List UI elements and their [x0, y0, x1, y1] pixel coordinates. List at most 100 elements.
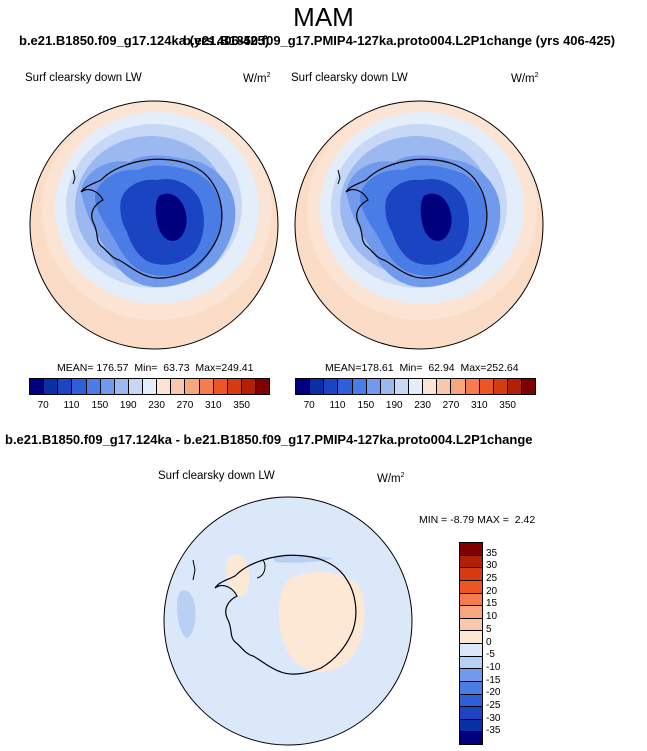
diff-colorbar-swatch	[460, 606, 482, 619]
diff-units-label: W/m2	[377, 472, 405, 485]
left-colorbar-swatch	[44, 379, 59, 394]
diff-colorbar-swatch	[460, 568, 482, 581]
right-colorbar-tick-label: 150	[357, 400, 375, 411]
right-colorbar-tick-label: 70	[303, 400, 315, 411]
right-colorbar-ticks: 70 110 150 190 230 270 310 350	[295, 400, 536, 414]
diff-colorbar-tick-label: -10	[486, 661, 501, 673]
diff-colorbar-tick-label: -15	[486, 674, 501, 686]
left-colorbar-tick-label: 270	[176, 400, 194, 411]
right-colorbar	[295, 378, 536, 395]
diff-colorbar-tick-label: 20	[486, 585, 498, 597]
right-colorbar-tick-label: 270	[442, 400, 460, 411]
diff-colorbar-swatch	[460, 669, 482, 682]
right-colorbar-tick-label: 110	[329, 400, 346, 411]
right-colorbar-swatch	[507, 379, 522, 394]
right-colorbar-swatch	[310, 379, 325, 394]
left-colorbar-swatch	[241, 379, 256, 394]
right-colorbar-swatch	[465, 379, 480, 394]
left-stats: MEAN= 176.57 Min= 63.73 Max=249.41	[57, 362, 254, 374]
left-variable-label: Surf clearsky down LW	[25, 72, 142, 84]
left-colorbar-swatch	[171, 379, 186, 394]
diff-colorbar-tick-label: 30	[486, 560, 498, 572]
right-colorbar-swatch	[437, 379, 452, 394]
page-title: MAM	[293, 2, 354, 32]
left-colorbar-swatch	[114, 379, 129, 394]
right-variable-label: Surf clearsky down LW	[291, 72, 408, 84]
right-colorbar-swatch	[522, 379, 536, 394]
diff-colorbar	[459, 542, 483, 745]
left-colorbar-swatch	[256, 379, 270, 394]
left-colorbar-tick-label: 70	[37, 400, 49, 411]
diff-colorbar-swatch	[460, 618, 482, 632]
left-colorbar-swatch	[100, 379, 115, 394]
left-colorbar-swatch	[58, 379, 73, 394]
right-colorbar-tick-label: 190	[385, 400, 403, 411]
left-units-label: W/m2	[243, 72, 271, 85]
diff-colorbar-swatch	[460, 644, 482, 657]
right-colorbar-swatch	[409, 379, 424, 394]
left-colorbar-tick-label: 350	[233, 400, 250, 411]
left-colorbar-swatch	[30, 379, 45, 394]
diff-colorbar-swatch	[460, 694, 482, 708]
diff-colorbar-swatch	[460, 580, 482, 594]
diff-colorbar-tick-label: 5	[486, 623, 492, 635]
right-colorbar-swatch	[366, 379, 381, 394]
left-colorbar-swatch	[128, 379, 143, 394]
diff-colorbar-swatch	[460, 707, 482, 720]
diff-colorbar-swatch	[460, 593, 482, 607]
diff-colorbar-swatch	[460, 732, 482, 744]
diff-colorbar-swatch	[460, 681, 482, 695]
right-colorbar-swatch	[423, 379, 438, 394]
diff-colorbar-tick-label: 35	[486, 547, 498, 559]
right-colorbar-swatch	[451, 379, 466, 394]
right-colorbar-swatch	[296, 379, 311, 394]
left-colorbar-swatch	[213, 379, 228, 394]
right-colorbar-swatch	[493, 379, 508, 394]
diff-colorbar-swatch	[460, 543, 482, 556]
right-stats: MEAN=178.61 Min= 62.94 Max=252.64	[325, 362, 519, 374]
left-colorbar-swatch	[227, 379, 242, 394]
left-colorbar-tick-label: 190	[119, 400, 137, 411]
left-polar-map	[29, 100, 279, 350]
diff-colorbar-tick-label: 0	[486, 636, 492, 648]
right-colorbar-tick-label: 350	[499, 400, 516, 411]
right-units-label: W/m2	[511, 72, 539, 85]
diff-colorbar-swatch	[460, 719, 482, 733]
diff-colorbar-ticks: 35 30 25 20 15 10 5 0 -5 -10 -15 -20 -25 -30 -35	[486, 542, 516, 745]
diff-colorbar-tick-label: 15	[486, 598, 498, 610]
diff-colorbar-tick-label: -25	[486, 699, 501, 711]
diff-colorbar-tick-label: -30	[486, 712, 501, 724]
right-colorbar-tick-label: 310	[470, 400, 488, 411]
left-colorbar-swatch	[86, 379, 101, 394]
right-polar-map	[294, 100, 544, 350]
left-colorbar-tick-label: 310	[204, 400, 222, 411]
left-colorbar-swatch	[199, 379, 214, 394]
right-colorbar-swatch	[479, 379, 494, 394]
diff-colorbar-tick-label: -20	[486, 687, 501, 699]
left-colorbar-tick-label: 110	[63, 400, 80, 411]
diff-colorbar-tick-label: -35	[486, 725, 501, 737]
right-colorbar-swatch	[338, 379, 353, 394]
right-colorbar-swatch	[352, 379, 367, 394]
diff-colorbar-swatch	[460, 656, 482, 670]
diff-variable-label: Surf clearsky down LW	[158, 470, 275, 482]
left-colorbar-tick-label: 230	[148, 400, 165, 411]
diff-colorbar-tick-label: 25	[486, 573, 498, 585]
diff-colorbar-tick-label: -5	[486, 649, 495, 661]
right-colorbar-swatch	[324, 379, 339, 394]
diff-stats: MIN = -8.79 MAX = 2.42	[419, 514, 536, 526]
diff-colorbar-swatch	[460, 631, 482, 644]
right-colorbar-swatch	[380, 379, 395, 394]
left-colorbar	[29, 378, 270, 395]
left-colorbar-swatch	[143, 379, 158, 394]
diff-polar-map	[163, 496, 413, 746]
diff-title: b.e21.B1850.f09_g17.124ka - b.e21.B1850.…	[5, 432, 533, 447]
case-b-title: b.e21.B1850.f09_g17.PMIP4-127ka.proto004…	[183, 33, 616, 48]
right-colorbar-swatch	[394, 379, 409, 394]
left-colorbar-swatch	[72, 379, 87, 394]
diff-colorbar-tick-label: 10	[486, 611, 498, 623]
left-colorbar-swatch	[157, 379, 172, 394]
case-a-title: b.e21.B1850.f09_g17.124ka (yrs 406-425)	[19, 33, 270, 48]
diff-colorbar-swatch	[460, 555, 482, 569]
left-colorbar-swatch	[185, 379, 200, 394]
